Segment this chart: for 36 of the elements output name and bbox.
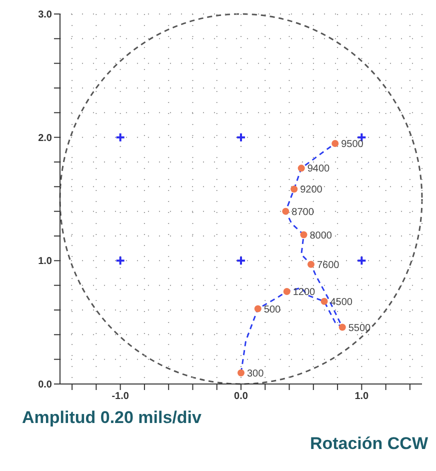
point — [236, 256, 246, 266]
point — [320, 298, 328, 305]
annotation: 8000 — [310, 230, 332, 242]
x-tick-label: 1.0 — [354, 391, 370, 402]
annotation: 4500 — [330, 296, 353, 308]
text: Rotación CCW — [308, 434, 428, 454]
annotation: 8700 — [292, 206, 314, 218]
annotation: 300 — [247, 368, 264, 380]
annotation: 1200 — [292, 287, 316, 298]
point — [356, 256, 367, 266]
x-tick-label: 0.0 — [234, 391, 248, 402]
y-tick-label: 0.0 — [38, 380, 52, 391]
point — [115, 132, 126, 142]
annotation: 9400 — [307, 164, 330, 175]
point — [332, 140, 339, 147]
y-tick-label: 3.0 — [38, 10, 52, 21]
annotation: 7600 — [316, 260, 340, 271]
point — [282, 208, 290, 215]
x-tick-label: -1.0 — [112, 391, 130, 402]
point — [298, 164, 305, 172]
point — [254, 305, 262, 312]
point — [115, 256, 126, 266]
y-tick-label: 1.0 — [38, 256, 52, 268]
point — [338, 324, 346, 331]
annotation: 5500 — [348, 322, 372, 334]
annotation: 9500 — [341, 139, 364, 150]
text: Amplitud 0.20 mils/div — [22, 408, 202, 428]
point — [307, 260, 314, 268]
point — [300, 231, 308, 238]
annotation: 9200 — [300, 184, 323, 196]
annotation: 500 — [264, 304, 282, 316]
point — [290, 186, 298, 193]
point — [238, 369, 244, 376]
point — [236, 132, 246, 142]
y-tick-label: 2.0 — [38, 132, 52, 144]
point — [283, 288, 290, 295]
